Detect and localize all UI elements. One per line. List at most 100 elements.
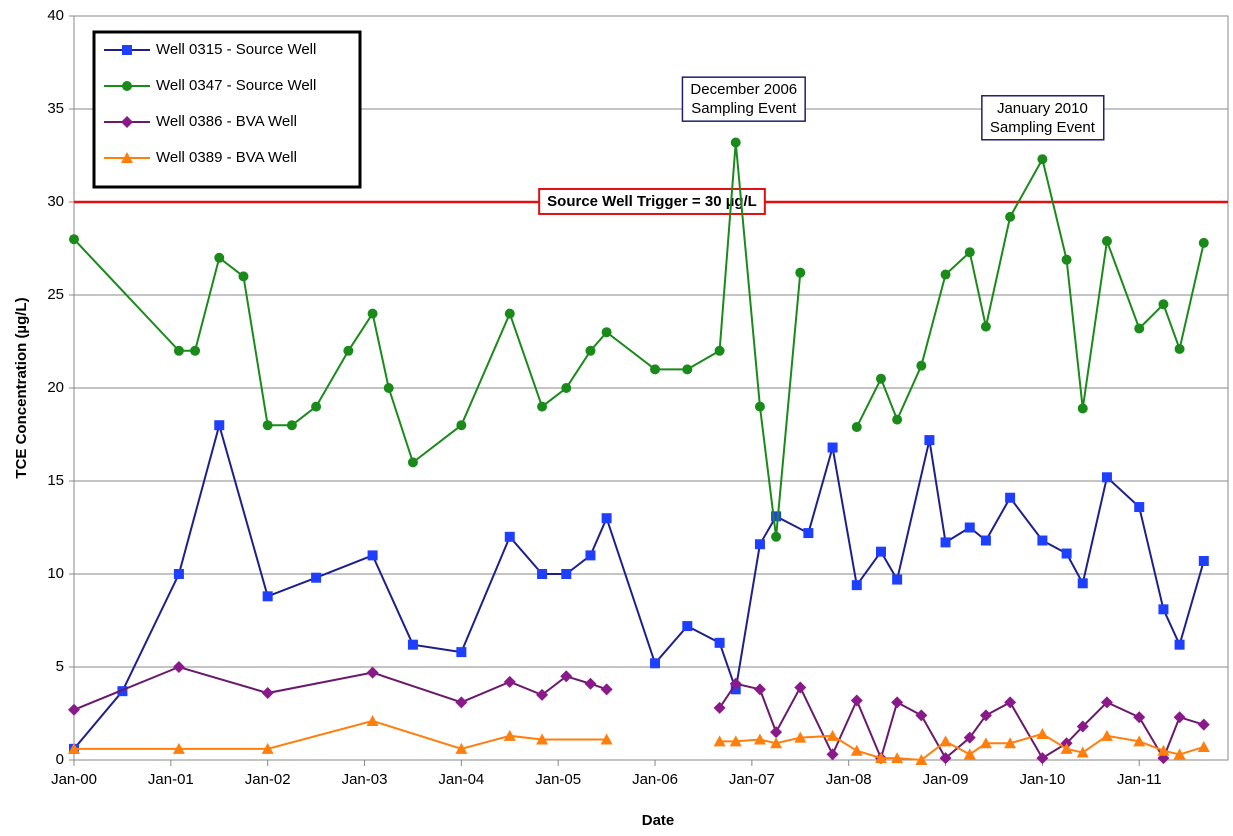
point [850, 694, 863, 707]
point [682, 364, 693, 375]
point [504, 308, 515, 319]
point [173, 345, 184, 356]
point [584, 677, 597, 690]
x-tick-label: Jan-05 [535, 771, 581, 788]
legend-label: Well 0347 - Source Well [156, 77, 316, 94]
point [537, 569, 548, 579]
point [771, 531, 782, 542]
point [383, 383, 394, 393]
point [770, 737, 783, 749]
annotation-text: Sampling Event [990, 119, 1096, 136]
point [892, 574, 903, 585]
point [190, 345, 201, 356]
legend-marker [121, 116, 133, 128]
point [875, 373, 886, 384]
point [729, 677, 742, 690]
series-line [73, 421, 1205, 750]
reference-label-box [538, 187, 766, 215]
point [69, 234, 79, 245]
point [1077, 578, 1088, 589]
point [1005, 211, 1016, 222]
y-tick-label: 0 [56, 751, 64, 768]
point [601, 513, 612, 524]
x-tick-label: Jan-06 [632, 771, 678, 788]
point [915, 709, 928, 722]
point [939, 735, 952, 747]
annotation-text: January 2010 [997, 100, 1088, 117]
point [826, 748, 839, 761]
point [729, 735, 742, 747]
point [561, 569, 572, 579]
point [713, 735, 726, 747]
y-axis-title: TCE Concentration (µg/L) [13, 297, 30, 478]
point [891, 752, 904, 764]
point [172, 742, 185, 754]
point [1036, 752, 1049, 765]
point [940, 269, 951, 280]
point [963, 731, 976, 744]
point [851, 422, 862, 433]
annotation-text: December 2006 [690, 81, 797, 98]
point [1197, 740, 1210, 752]
point [795, 267, 806, 278]
point [262, 420, 273, 431]
point [1077, 403, 1088, 414]
point [261, 687, 274, 700]
annotation-box [681, 76, 806, 122]
point [754, 401, 765, 412]
point [1101, 236, 1112, 247]
point [1197, 718, 1210, 731]
point [924, 435, 935, 446]
y-tick-label: 40 [47, 7, 64, 24]
point [1100, 696, 1113, 709]
point [367, 550, 378, 561]
point [407, 457, 418, 468]
point [343, 345, 354, 356]
point [68, 742, 80, 754]
legend-label: Well 0315 - Source Well [156, 41, 316, 58]
point [286, 420, 297, 431]
point [892, 414, 903, 425]
x-tick-label: Jan-11 [1117, 771, 1162, 788]
point [367, 308, 378, 319]
point [1173, 711, 1186, 724]
point [1133, 711, 1146, 724]
y-tick-label: 10 [47, 565, 64, 582]
x-tick-label: Jan-08 [826, 771, 872, 788]
point [980, 535, 991, 546]
x-tick-label: Jan-02 [245, 771, 291, 788]
point [536, 733, 549, 745]
point [1061, 548, 1072, 559]
x-tick-label: Jan-10 [1019, 771, 1065, 788]
annotation-text: Sampling Event [691, 100, 797, 117]
point [730, 137, 741, 148]
point [1036, 727, 1049, 739]
point [1037, 154, 1048, 165]
x-tick-label: Jan-01 [148, 771, 194, 788]
point [238, 271, 249, 282]
point [366, 714, 379, 726]
legend-label: Well 0389 - BVA Well [156, 149, 297, 166]
y-tick-label: 25 [47, 286, 64, 303]
point [585, 345, 596, 356]
point [916, 360, 927, 371]
point [794, 731, 807, 743]
point [311, 572, 322, 583]
point [600, 683, 613, 696]
point [979, 737, 992, 749]
point [1133, 735, 1146, 747]
x-tick-label: Jan-04 [438, 771, 484, 788]
point [827, 442, 838, 453]
x-tick-label: Jan-07 [729, 771, 775, 788]
x-axis-title: Date [642, 812, 675, 829]
point [261, 742, 274, 754]
point [713, 701, 726, 714]
point [600, 733, 613, 745]
x-tick-label: Jan-03 [342, 771, 388, 788]
point [915, 754, 928, 765]
point [771, 511, 782, 522]
point [1198, 237, 1209, 248]
point [753, 683, 766, 696]
point [117, 686, 128, 697]
